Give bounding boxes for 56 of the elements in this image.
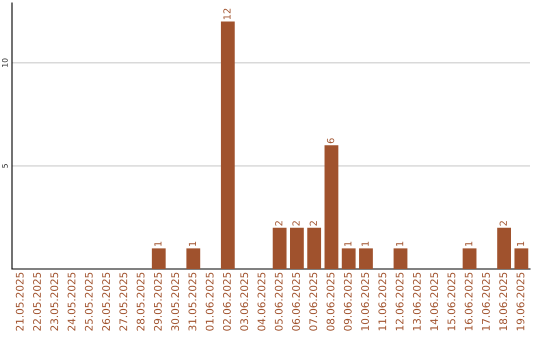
data-label: 1 xyxy=(154,242,162,246)
x-tick-label: 26.05.2025 xyxy=(102,272,110,331)
x-tick-label: 03.06.2025 xyxy=(240,272,248,331)
bar xyxy=(324,145,338,269)
data-label: 1 xyxy=(188,242,196,246)
bar xyxy=(497,228,512,269)
x-tick-label: 07.06.2025 xyxy=(309,272,318,331)
bar xyxy=(290,228,304,269)
x-tick-label: 31.05.2025 xyxy=(188,272,196,331)
x-tick-label: 10.06.2025 xyxy=(361,272,369,330)
data-label: 2 xyxy=(500,221,507,226)
data-label: 2 xyxy=(310,221,317,226)
x-tick-label: 14.06.2025 xyxy=(430,272,438,330)
data-label: 1 xyxy=(396,242,404,246)
x-tick-label: 05.06.2025 xyxy=(274,272,283,331)
data-label: 1 xyxy=(465,242,472,246)
x-tick-label: 02.06.2025 xyxy=(222,272,231,331)
data-label: 1 xyxy=(362,242,369,246)
x-tick-label: 04.06.2025 xyxy=(258,272,266,331)
bar xyxy=(394,248,408,269)
x-tick-label: 29.05.2025 xyxy=(154,272,162,331)
x-tick-label: 06.06.2025 xyxy=(292,272,300,331)
x-tick-label: 16.06.2025 xyxy=(464,272,473,330)
x-tick-label: 15.06.2025 xyxy=(447,272,456,330)
bar xyxy=(359,248,373,269)
data-label: 1 xyxy=(516,242,524,246)
x-tick-label: 12.06.2025 xyxy=(396,272,404,330)
x-tick-label: 22.05.2025 xyxy=(33,272,41,331)
x-tick-label: 18.06.2025 xyxy=(499,272,508,330)
bar xyxy=(186,248,200,269)
x-tick-label: 21.05.2025 xyxy=(16,272,24,331)
bar xyxy=(514,248,528,269)
data-label: 2 xyxy=(292,221,300,226)
x-tick-label: 13.06.2025 xyxy=(412,272,421,330)
x-tick-label: 19.06.2025 xyxy=(516,272,524,330)
bar xyxy=(152,248,166,269)
x-tick-label: 23.05.2025 xyxy=(50,272,58,331)
x-tick-label: 08.06.2025 xyxy=(326,272,334,331)
bar xyxy=(220,22,235,269)
data-label: 6 xyxy=(326,138,334,144)
data-label: 12 xyxy=(223,8,231,20)
data-label: 2 xyxy=(275,221,282,226)
bar xyxy=(307,228,322,269)
x-tick-label: 09.06.2025 xyxy=(344,272,352,331)
bar xyxy=(342,248,356,269)
bar xyxy=(462,248,476,269)
x-tick-label: 11.06.2025 xyxy=(378,272,386,330)
x-tick-label: 28.05.2025 xyxy=(136,272,145,331)
x-tick-label: 01.06.2025 xyxy=(206,272,214,331)
x-tick-label: 27.05.2025 xyxy=(119,272,128,331)
bar xyxy=(272,228,287,269)
x-tick-label: 25.05.2025 xyxy=(84,272,93,331)
x-tick-label: 30.05.2025 xyxy=(171,272,180,331)
x-tick-label: 24.05.2025 xyxy=(68,272,76,331)
x-tick-label: 17.06.2025 xyxy=(482,272,490,330)
data-label: 1 xyxy=(344,242,352,246)
